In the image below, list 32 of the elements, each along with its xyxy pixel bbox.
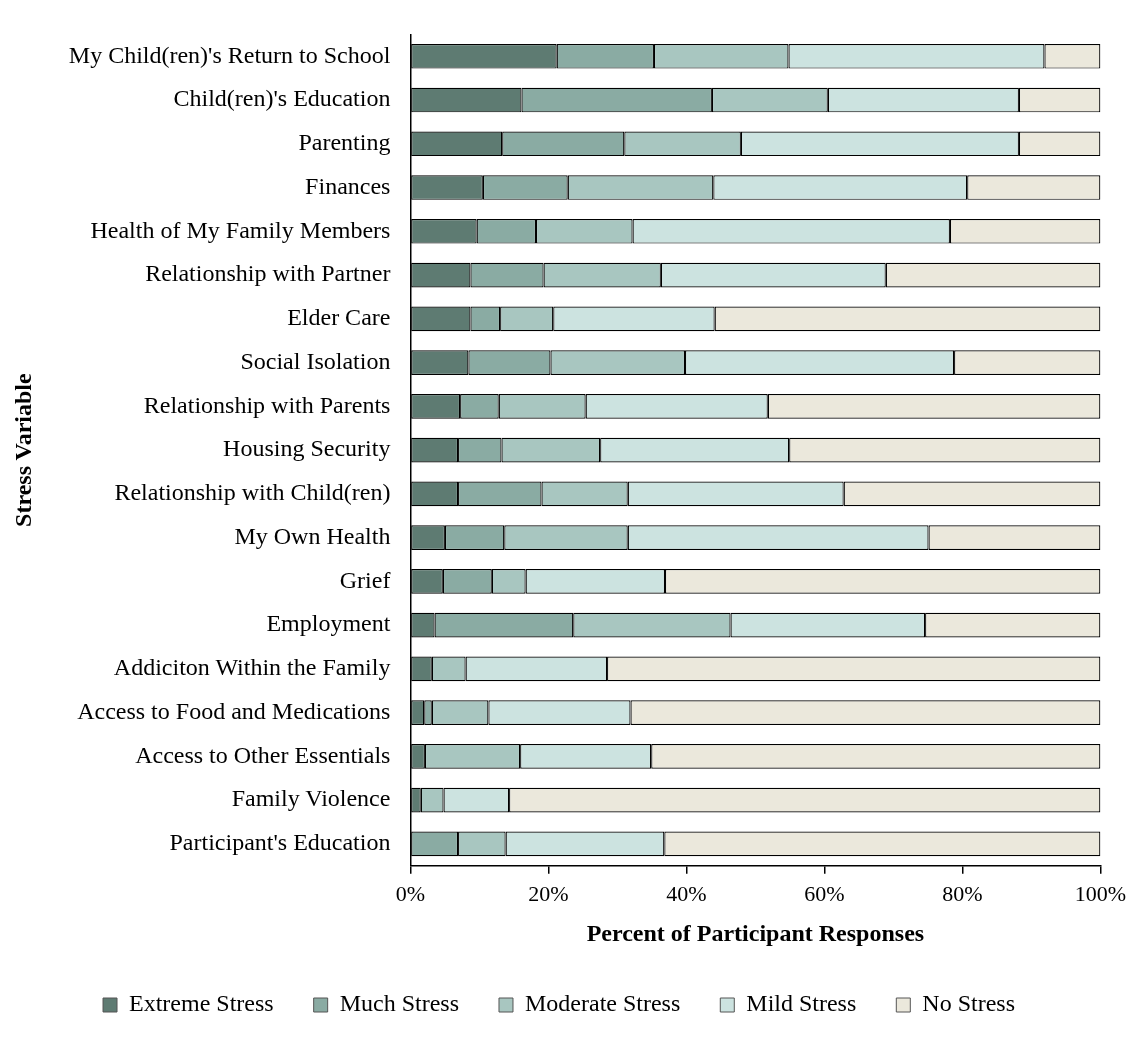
- x-tick-label: 20%: [528, 880, 569, 906]
- y-tick-label: My Own Health: [234, 522, 391, 549]
- y-tick-label: Grief: [339, 566, 391, 593]
- y-tick-label: Addiciton Within the Family: [113, 654, 391, 681]
- y-tick-label: Parenting: [298, 129, 391, 156]
- legend-label: Much Stress: [339, 990, 459, 1017]
- legend-label: Moderate Stress: [524, 990, 681, 1017]
- x-tick-label: 60%: [804, 880, 845, 906]
- y-tick-label: Finances: [305, 172, 391, 199]
- y-tick-label: Access to Food and Medications: [77, 697, 391, 724]
- y-tick-label: My Child(ren)'s Return to School: [68, 41, 391, 68]
- legend-label: No Stress: [922, 990, 1015, 1017]
- y-tick-label: Housing Security: [223, 435, 391, 462]
- y-tick-label: Participant's Education: [169, 829, 391, 856]
- x-tick-label: 0%: [395, 880, 426, 906]
- y-tick-label: Relationship with Partner: [145, 260, 391, 287]
- y-axis-title: Stress Variable: [9, 372, 36, 527]
- x-axis-title: Percent of Participant Responses: [586, 919, 925, 946]
- y-tick-label: Access to Other Essentials: [135, 741, 391, 768]
- x-tick-label: 80%: [942, 880, 983, 906]
- y-tick-label: Health of My Family Members: [90, 216, 391, 243]
- y-tick-label: Employment: [266, 610, 391, 637]
- x-tick-label: 100%: [1074, 880, 1126, 906]
- legend-label: Extreme Stress: [129, 990, 274, 1017]
- x-tick-label: 40%: [666, 880, 707, 906]
- y-tick-label: Relationship with Parents: [143, 391, 391, 418]
- y-tick-label: Family Violence: [231, 785, 391, 812]
- y-tick-label: Social Isolation: [240, 347, 391, 374]
- legend-label: Mild Stress: [746, 990, 857, 1017]
- y-tick-label: Elder Care: [287, 304, 391, 331]
- y-tick-label: Child(ren)'s Education: [173, 85, 391, 112]
- y-tick-label: Relationship with Child(ren): [114, 479, 391, 506]
